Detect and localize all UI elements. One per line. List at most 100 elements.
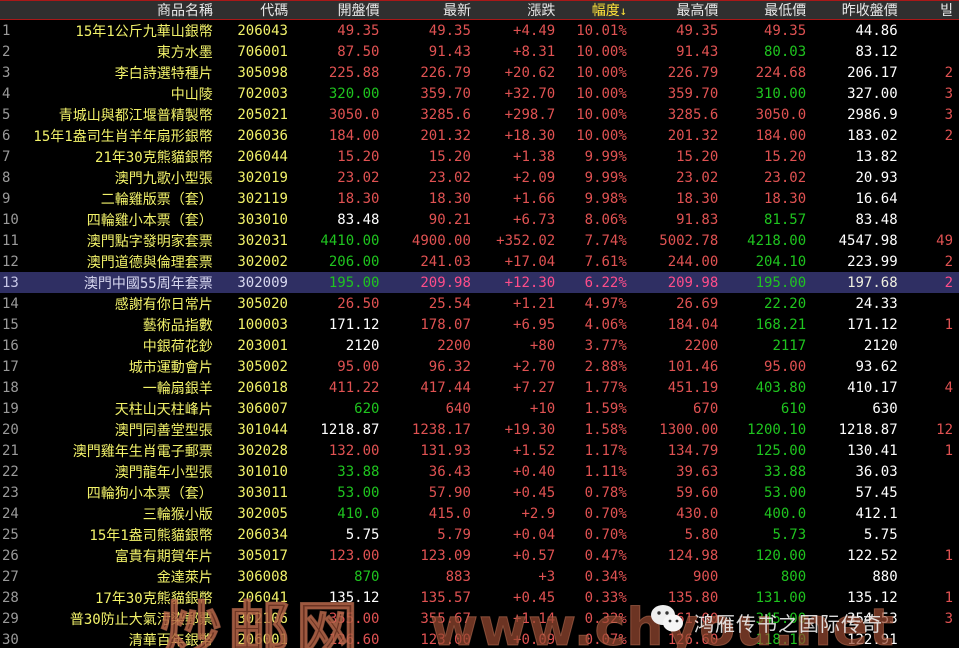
cell-last-price: 415.0 [428, 505, 471, 522]
table-row[interactable]: 24 三輪猴小版 302005 410.0 415.0 +2.9 0.70% 430.0 400… [0, 503, 959, 524]
cell-index: 20 [2, 421, 19, 438]
cell-high-price: 361.00 [667, 610, 719, 627]
cell-low-price: 15.20 [764, 148, 807, 165]
cell-index: 1 [2, 22, 11, 39]
cell-high-price: 3285.6 [667, 106, 719, 123]
table-row[interactable]: 26 富貴有期賀年片 305017 123.00 123.09 +0.57 0.47% 124… [0, 545, 959, 566]
cell-last-price: 201.32 [420, 127, 471, 144]
table-row[interactable]: 5 青城山與都江堰普精製幣 205021 3050.0 3285.6 +298.7 10.0… [0, 104, 959, 125]
cell-change: +19.30 [504, 421, 556, 438]
cell-name: 17年30克熊貓銀幣 [95, 590, 213, 607]
table-row[interactable]: 28 17年30克熊貓銀幣 206041 135.12 135.57 +0.45 0.33%… [0, 587, 959, 608]
cell-change-percent: 10.00% [576, 106, 627, 123]
cell-name: 一輪扇銀羊 [142, 380, 213, 397]
cell-code: 206041 [237, 589, 288, 606]
column-header-high[interactable]: 最高價 [676, 3, 719, 19]
cell-low-price: 125.00 [755, 442, 807, 459]
table-row[interactable]: 1 15年1公斤九華山銀幣 206043 49.35 49.35 +4.49 10.01% 4… [0, 20, 959, 41]
cell-change: +1.21 [513, 295, 556, 312]
cell-change-percent: 3.77% [584, 337, 627, 354]
cell-extra: 3 [944, 85, 953, 102]
cell-change: +3 [538, 568, 556, 585]
table-row[interactable]: 2 東方水墨 706001 87.50 91.43 +8.31 10.00% 91.43 80.… [0, 41, 959, 62]
table-row[interactable]: 29 普30防止大氣污染郵票 302106 355.00 355.67 +1.14 0.32… [0, 608, 959, 629]
table-row[interactable]: 23 四輪狗小本票（套） 303011 53.00 57.90 +0.45 0.78% 59.… [0, 482, 959, 503]
cell-open-price: 171.12 [328, 316, 380, 333]
cell-change: +10 [529, 400, 556, 417]
table-row[interactable]: 15 藝術品指數 100003 171.12 178.07 +6.95 4.06% 184.0… [0, 314, 959, 335]
cell-change-percent: 1.11% [584, 463, 627, 480]
cell-change: +1.14 [513, 610, 556, 627]
column-header-code[interactable]: 代碼 [260, 3, 289, 19]
cell-open-price: 123.00 [328, 547, 380, 564]
table-row[interactable]: 11 澳門點字發明家套票 302031 4410.00 4900.00 +352.02 7.… [0, 230, 959, 251]
cell-last-price: 90.21 [428, 211, 471, 228]
cell-change-percent: 0.32% [584, 610, 627, 627]
table-row[interactable]: 16 中銀荷花鈔 203001 2120 2200 +80 3.77% 2200 2117 212… [0, 335, 959, 356]
column-header-low[interactable]: 最低價 [764, 3, 807, 19]
cell-name: 15年1公斤九華山銀幣 [75, 23, 213, 40]
cell-open-price: 5.75 [345, 526, 380, 543]
column-header-prev-close[interactable]: 昨收盤價 [841, 3, 898, 19]
cell-index: 6 [2, 127, 11, 144]
cell-prev-close: 410.17 [847, 379, 898, 396]
column-header-open[interactable]: 開盤價 [337, 3, 380, 19]
table-row[interactable]: 4 中山陵 702003 320.00 359.70 +32.70 10.00% 359.70… [0, 83, 959, 104]
table-row[interactable]: 14 感謝有你日常片 305020 26.50 25.54 +1.21 4.97% 26.69… [0, 293, 959, 314]
column-header-last[interactable]: 最新 [443, 3, 472, 19]
cell-prev-close: 57.45 [855, 484, 898, 501]
cell-code: 302005 [237, 505, 288, 522]
cell-index: 12 [2, 253, 19, 270]
column-header-change[interactable]: 漲跌 [527, 3, 556, 19]
cell-open-price: 23.02 [337, 169, 380, 186]
cell-open-price: 15.20 [337, 148, 380, 165]
table-row[interactable]: 13 澳門中國55周年套票 302009 195.00 209.98 +12.30 6.22… [0, 272, 959, 293]
table-row[interactable]: 18 一輪扇銀羊 206018 411.22 417.44 +7.27 1.77% 451.1… [0, 377, 959, 398]
cell-code: 302031 [237, 232, 288, 249]
cell-last-price: 49.35 [428, 22, 471, 39]
cell-prev-close: 183.02 [847, 127, 898, 144]
cell-last-price: 96.32 [428, 358, 471, 375]
cell-low-price: 81.57 [764, 211, 807, 228]
cell-name: 東方水墨 [156, 44, 213, 61]
table-row[interactable]: 20 澳門同善堂型張 301044 1218.87 1238.17 +19.30 1.58%… [0, 419, 959, 440]
table-row[interactable]: 19 天柱山天柱峰片 306007 620 640 +10 1.59% 670 610 630 [0, 398, 959, 419]
cell-open-price: 411.22 [328, 379, 380, 396]
cell-low-price: 4218.00 [747, 232, 807, 249]
table-row[interactable]: 12 澳門道德與倫理套票 302002 206.00 241.03 +17.04 7.61%… [0, 251, 959, 272]
table-row[interactable]: 25 15年1盎司熊貓銀幣 206034 5.75 5.79 +0.04 0.70% 5.80… [0, 524, 959, 545]
cell-last-price: 883 [445, 568, 471, 585]
cell-index: 30 [2, 631, 19, 648]
cell-low-price: 345.00 [755, 610, 807, 627]
cell-high-price: 126.60 [667, 631, 719, 648]
cell-prev-close: 24.33 [855, 295, 898, 312]
table-row[interactable]: 27 金達萊片 306008 870 883 +3 0.34% 900 800 880 [0, 566, 959, 587]
table-row[interactable]: 30 清華百年銀幣 206001 126.60 123.00 +0.09 0.07% 126.… [0, 629, 959, 648]
cell-last-price: 18.30 [428, 190, 471, 207]
cell-extra: 12 [936, 421, 953, 438]
column-header-change-percent[interactable]: 幅度↓ [561, 0, 633, 20]
table-row[interactable]: 10 四輪雞小本票（套） 303010 83.48 90.21 +6.73 8.06% 91.… [0, 209, 959, 230]
cell-index: 29 [2, 610, 19, 627]
cell-index: 19 [2, 400, 19, 417]
cell-low-price: 184.00 [755, 127, 807, 144]
cell-open-price: 26.50 [337, 295, 380, 312]
cell-index: 11 [2, 232, 19, 249]
table-row[interactable]: 22 澳門龍年小型張 301010 33.88 36.43 +0.40 1.11% 39.63… [0, 461, 959, 482]
table-row[interactable]: 21 澳門雞年生肖電子郵票 302028 132.00 131.93 +1.52 1.17%… [0, 440, 959, 461]
cell-high-price: 5002.78 [659, 232, 719, 249]
column-header-extra[interactable]: 빌 [940, 3, 954, 19]
column-header-name[interactable]: 商品名稱 [157, 3, 214, 19]
cell-high-price: 5.80 [684, 526, 719, 543]
table-row[interactable]: 6 15年1盎司生肖羊年扇形銀幣 206036 184.00 201.32 +18.30 1… [0, 125, 959, 146]
table-row[interactable]: 17 城市運動會片 305002 95.00 96.32 +2.70 2.88% 101.46… [0, 356, 959, 377]
cell-index: 15 [2, 316, 19, 333]
cell-open-price: 620 [354, 400, 380, 417]
table-row[interactable]: 8 澳門九歌小型張 302019 23.02 23.02 +2.09 9.99% 23.02 2… [0, 167, 959, 188]
table-row[interactable]: 7 21年30克熊貓銀幣 206044 15.20 15.20 +1.38 9.99% 15.… [0, 146, 959, 167]
table-row[interactable]: 9 二輪雞版票（套） 302119 18.30 18.30 +1.66 9.98% 18.30… [0, 188, 959, 209]
cell-index: 27 [2, 568, 19, 585]
cell-last-price: 2200 [437, 337, 471, 354]
cell-last-price: 640 [445, 400, 471, 417]
table-row[interactable]: 3 李白詩選特種片 305098 225.88 226.79 +20.62 10.00% 22… [0, 62, 959, 83]
